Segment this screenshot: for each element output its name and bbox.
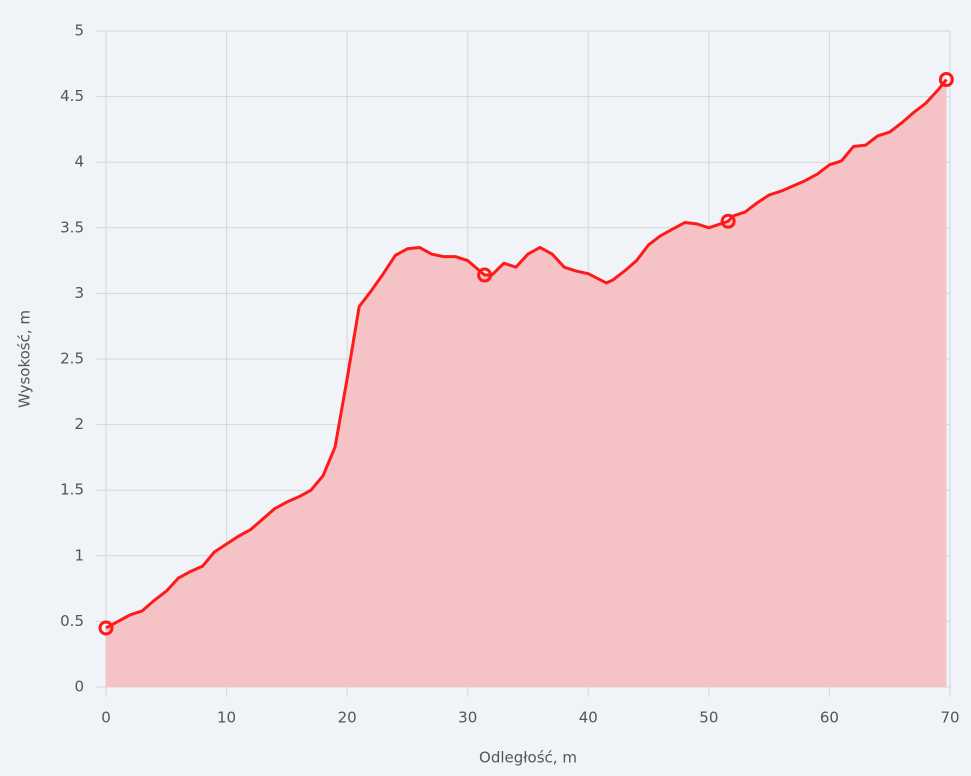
point-marker xyxy=(938,72,954,88)
y-tick-label: 3.5 xyxy=(60,218,84,236)
y-tick-label: 0.5 xyxy=(60,612,84,630)
x-tick-label: 20 xyxy=(338,709,357,727)
y-tick-label: 2.5 xyxy=(60,350,84,368)
line xyxy=(105,78,948,630)
y-tick-label: 3 xyxy=(74,284,84,302)
x-tick-label: 60 xyxy=(820,709,839,727)
point-marker xyxy=(477,267,493,283)
y-tick-label: 2 xyxy=(74,415,84,433)
y-tick-label: 1 xyxy=(74,546,84,564)
point-marker xyxy=(720,213,736,229)
y-tick-label: 0 xyxy=(74,678,84,696)
x-tick-label: 40 xyxy=(579,709,598,727)
y-tick-label: 5 xyxy=(74,22,84,40)
x-tick-label: 0 xyxy=(101,709,111,727)
y-axis-label: Wysokość, m xyxy=(16,310,34,408)
x-tick-label: 10 xyxy=(217,709,236,727)
x-tick-label: 50 xyxy=(699,709,718,727)
x-tick-label: 30 xyxy=(458,709,477,727)
y-tick-label: 4 xyxy=(74,153,84,171)
point-marker xyxy=(98,620,114,636)
x-tick-label: 70 xyxy=(940,709,959,727)
x-axis-label: Odległość, m xyxy=(479,749,577,767)
area-fill xyxy=(106,79,947,687)
y-tick-label: 4.5 xyxy=(60,87,84,105)
y-tick-label: 1.5 xyxy=(60,481,84,499)
